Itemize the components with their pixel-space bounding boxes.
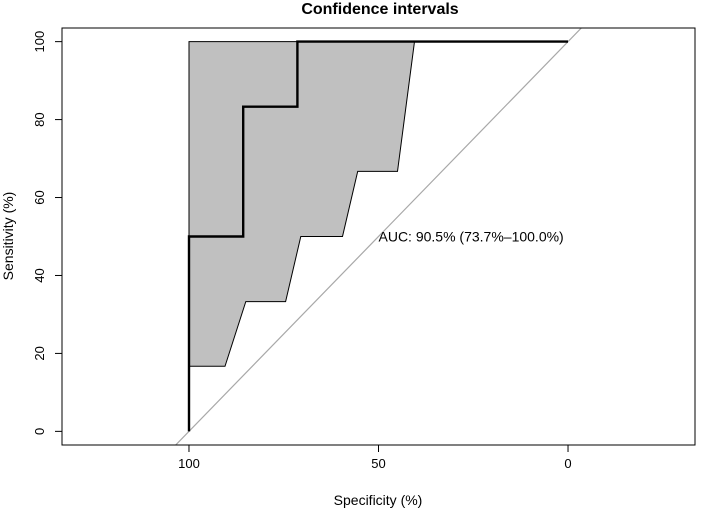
y-tick-label: 40 xyxy=(32,268,47,282)
auc-annotation: AUC: 90.5% (73.7%–100.0%) xyxy=(379,229,564,245)
chart-title: Confidence intervals xyxy=(301,1,458,18)
y-tick-label: 80 xyxy=(32,112,47,126)
confidence-interval-band xyxy=(188,41,416,367)
y-tick-label: 0 xyxy=(32,428,47,435)
x-tick-label: 0 xyxy=(564,456,571,471)
y-axis-label: Sensitivity (%) xyxy=(0,192,16,281)
roc-curve-line xyxy=(187,40,568,432)
x-axis-label: Specificity (%) xyxy=(334,492,423,508)
y-tick-label: 100 xyxy=(32,31,47,53)
x-axis: 100 50 0 xyxy=(178,444,572,471)
x-tick-label: 100 xyxy=(178,456,200,471)
x-tick-label: 50 xyxy=(371,456,385,471)
y-tick-label: 20 xyxy=(32,346,47,360)
chance-diagonal-line xyxy=(174,28,583,445)
y-tick-label: 60 xyxy=(32,190,47,204)
y-axis: 0 20 40 60 80 100 xyxy=(32,31,63,435)
plot-area xyxy=(174,28,583,445)
